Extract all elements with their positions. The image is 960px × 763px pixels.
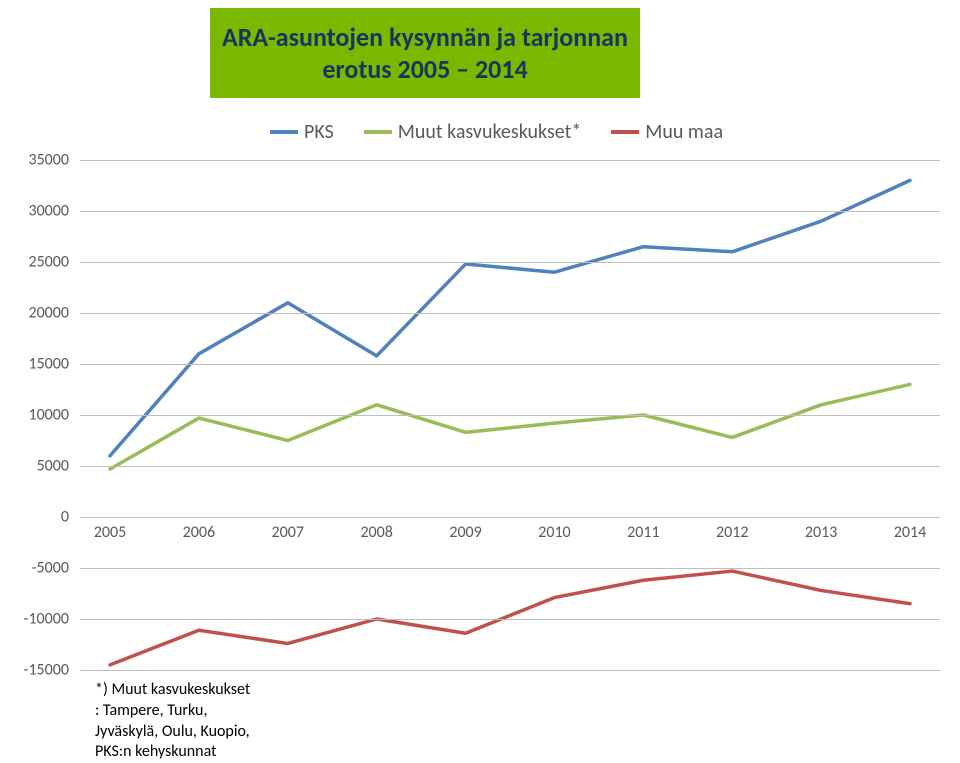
plot-area [80,160,940,670]
gridline [80,262,940,263]
chart-title: ARA-asuntojen kysynnän ja tarjonnan erot… [210,8,640,98]
y-tick-label: 20000 [28,304,69,323]
y-tick-label: -5000 [32,559,69,578]
legend-swatch [611,130,639,134]
gridline [80,619,940,620]
gridline [80,415,940,416]
gridline [80,466,940,467]
footnote-line: Jyväskylä, Oulu, Kuopio, [95,722,250,743]
y-tick-label: 15000 [28,355,69,374]
y-tick-label: 25000 [28,253,69,272]
y-tick-label: 30000 [28,202,69,221]
y-tick-label: -10000 [24,610,69,629]
gridline [80,313,940,314]
legend-swatch [364,130,392,134]
gridline [80,364,940,365]
legend-swatch [270,130,298,134]
gridline [80,517,940,518]
gridline [80,568,940,569]
legend: PKS Muut kasvukeskukset* Muu maa [270,120,723,144]
legend-item-muut: Muut kasvukeskukset* [364,120,582,144]
y-tick-label: 0 [61,508,69,527]
legend-label: Muu maa [645,120,723,144]
gridline [80,211,940,212]
series-line [110,571,910,665]
y-tick-label: 5000 [37,457,69,476]
footnote: *) Muut kasvukeskukset : Tampere, Turku,… [95,680,250,763]
gridline [80,670,940,671]
legend-label: Muut kasvukeskukset* [398,120,582,144]
chart-area: -15000-10000-500005000100001500020000250… [20,160,940,670]
legend-item-muumaa: Muu maa [611,120,723,144]
footnote-line: : Tampere, Turku, [95,701,250,722]
y-axis-labels: -15000-10000-500005000100001500020000250… [20,160,75,670]
series-line [110,384,910,469]
footnote-line: PKS:n kehyskunnat [95,742,250,763]
y-tick-label: 10000 [28,406,69,425]
y-tick-label: 35000 [28,151,69,170]
y-tick-label: -15000 [24,661,69,680]
legend-label: PKS [304,120,334,144]
legend-item-pks: PKS [270,120,334,144]
footnote-line: *) Muut kasvukeskukset [95,680,250,701]
gridline [80,160,940,161]
